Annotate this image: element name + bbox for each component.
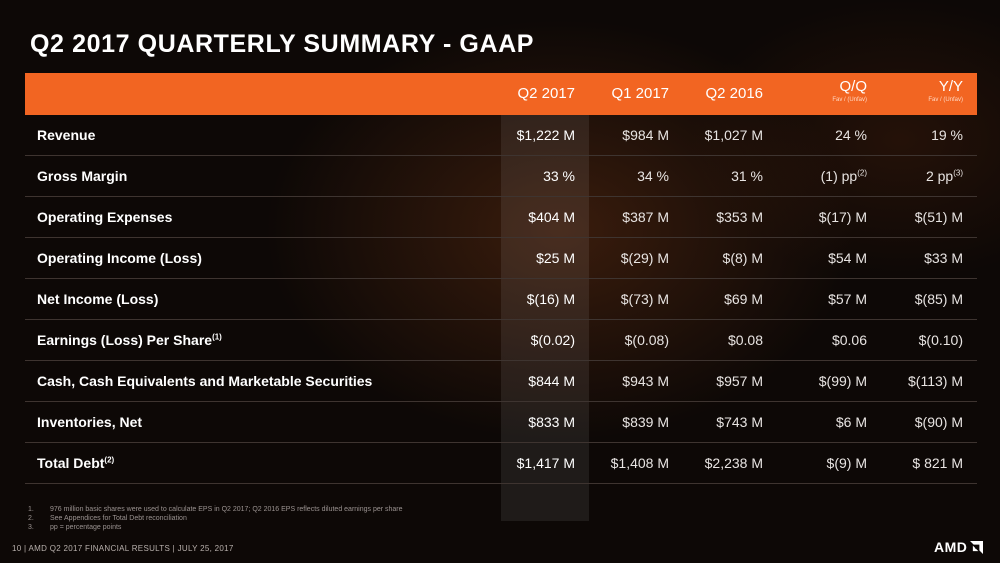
table-cell: 2 pp(3) xyxy=(925,168,963,184)
amd-logo: AMD xyxy=(934,539,984,555)
table-cell: 24 % xyxy=(835,127,867,143)
column-header-q2-2016: Q2 2016 xyxy=(705,85,763,102)
row-label: Total Debt(2) xyxy=(37,455,115,471)
amd-arrow-icon xyxy=(970,540,984,554)
table-cell: $353 M xyxy=(716,209,763,225)
table-cell: $1,222 M xyxy=(516,127,575,143)
table-cell: $6 M xyxy=(835,414,867,430)
table-row: Operating Income (Loss) $25 M $(29) M $(8) … xyxy=(25,238,977,279)
page-number: 10 xyxy=(12,544,22,553)
table-cell: 33 % xyxy=(543,168,575,184)
table-cell: $(73) M xyxy=(620,291,669,307)
table-row: Cash, Cash Equivalents and Marketable Se… xyxy=(25,361,977,402)
table-cell: $943 M xyxy=(622,373,669,389)
table-cell: 34 % xyxy=(637,168,669,184)
column-header-q1-2017: Q1 2017 xyxy=(611,85,669,102)
table-cell: $(90) M xyxy=(914,414,963,430)
table-cell: $1,027 M xyxy=(704,127,763,143)
table-cell: $0.08 xyxy=(727,332,763,348)
table-body: Revenue $1,222 M $984 M $1,027 M 24 % 19 % Gro… xyxy=(25,115,977,484)
row-label: Gross Margin xyxy=(37,168,128,184)
table-cell: $(9) M xyxy=(826,455,867,471)
table-cell: $(85) M xyxy=(914,291,963,307)
row-label: Inventories, Net xyxy=(37,414,143,430)
table-cell: $33 M xyxy=(924,250,963,266)
row-label: Revenue xyxy=(37,127,96,143)
table-cell: $1,417 M xyxy=(516,455,575,471)
table-row: Earnings (Loss) Per Share(1) $(0.02) $(0.0… xyxy=(25,320,977,361)
column-subheader-qoq: Fav / (Unfav) xyxy=(832,97,867,103)
table-cell: $2,238 M xyxy=(704,455,763,471)
table-row: Revenue $1,222 M $984 M $1,027 M 24 % 19 % xyxy=(25,115,977,156)
row-label: Earnings (Loss) Per Share(1) xyxy=(37,332,222,348)
table-cell: $844 M xyxy=(528,373,575,389)
table-cell: $(29) M xyxy=(620,250,669,266)
table-cell: $743 M xyxy=(716,414,763,430)
table-cell: $0.06 xyxy=(831,332,867,348)
table-row: Net Income (Loss) $(16) M $(73) M $69 M $57 … xyxy=(25,279,977,320)
table-cell: $387 M xyxy=(622,209,669,225)
footnote: 1. 976 million basic shares were used to … xyxy=(28,506,403,513)
row-label: Cash, Cash Equivalents and Marketable Se… xyxy=(37,373,373,389)
column-subheader-yoy: Fav / (Unfav) xyxy=(928,97,963,103)
table-cell: $(0.10) xyxy=(918,332,963,348)
table-cell: $54 M xyxy=(828,250,867,266)
current-quarter-highlight xyxy=(501,115,589,521)
footer-date: JULY 25, 2017 xyxy=(177,544,234,553)
row-label: Net Income (Loss) xyxy=(37,291,159,307)
column-header-q2-2017: Q2 2017 xyxy=(517,85,575,102)
table-cell: $839 M xyxy=(622,414,669,430)
table-cell: $(113) M xyxy=(908,373,963,389)
table-cell: $57 M xyxy=(828,291,867,307)
slide-footer: 10 | AMD Q2 2017 FINANCIAL RESULTS | JUL… xyxy=(12,544,234,553)
column-header-yoy: Y/Y Fav / (Unfav) xyxy=(875,73,963,115)
table-row: Total Debt(2) $1,417 M $1,408 M $2,238 M $(9… xyxy=(25,443,977,484)
table-cell: $(16) M xyxy=(526,291,575,307)
table-cell: $1,408 M xyxy=(610,455,669,471)
table-cell: $(99) M xyxy=(818,373,867,389)
table-cell: $(0.02) xyxy=(530,332,575,348)
table-row: Gross Margin 33 % 34 % 31 % (1) pp(2) 2 pp(3) xyxy=(25,156,977,197)
footer-text: AMD Q2 2017 FINANCIAL RESULTS xyxy=(28,544,171,553)
table-cell: $ 821 M xyxy=(912,455,963,471)
row-label: Operating Income (Loss) xyxy=(37,250,202,266)
table-cell: $69 M xyxy=(724,291,763,307)
table-cell: $984 M xyxy=(622,127,669,143)
table-row: Inventories, Net $833 M $839 M $743 M $6 M $(… xyxy=(25,402,977,443)
table-cell: $833 M xyxy=(528,414,575,430)
table-cell: $(0.08) xyxy=(624,332,669,348)
footnote: 2. See Appendices for Total Debt reconcil… xyxy=(28,515,187,522)
table-cell: $(8) M xyxy=(722,250,763,266)
column-header-qoq: Q/Q Fav / (Unfav) xyxy=(775,73,867,115)
table-cell: $957 M xyxy=(716,373,763,389)
table-cell: $(17) M xyxy=(818,209,867,225)
page-title: Q2 2017 QUARTERLY SUMMARY - GAAP xyxy=(30,30,535,58)
table-row: Operating Expenses $404 M $387 M $353 M $(17… xyxy=(25,197,977,238)
row-label: Operating Expenses xyxy=(37,209,173,225)
table-cell: 19 % xyxy=(931,127,963,143)
table-cell: (1) pp(2) xyxy=(820,168,867,184)
table-cell: 31 % xyxy=(731,168,763,184)
footnote: 3. pp = percentage points xyxy=(28,524,122,531)
table-cell: $404 M xyxy=(528,209,575,225)
table-cell: $25 M xyxy=(536,250,575,266)
footnotes: 1. 976 million basic shares were used to … xyxy=(28,505,403,532)
table-header: Q2 2017 Q1 2017 Q2 2016 Q/Q Fav / (Unfav… xyxy=(25,73,977,115)
summary-table: Q2 2017 Q1 2017 Q2 2016 Q/Q Fav / (Unfav… xyxy=(25,73,977,521)
table-cell: $(51) M xyxy=(914,209,963,225)
